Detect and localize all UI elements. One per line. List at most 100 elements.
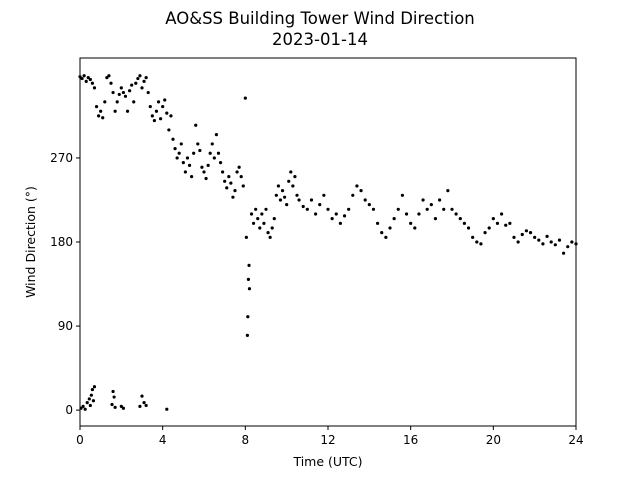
data-point (566, 245, 570, 249)
y-tick-label: 90 (58, 319, 73, 333)
data-point (179, 142, 183, 146)
data-point (246, 315, 250, 319)
data-point (244, 235, 248, 239)
data-point (258, 226, 262, 230)
data-point (367, 203, 371, 207)
data-point (570, 240, 574, 244)
data-point (175, 156, 179, 160)
data-point (446, 189, 450, 193)
data-point (206, 163, 210, 168)
data-point (237, 165, 241, 169)
data-point (520, 232, 524, 237)
data-point (136, 76, 140, 81)
plot-frame (79, 57, 577, 427)
data-point (101, 116, 105, 120)
y-axis-label: Wind Direction (°) (23, 186, 38, 298)
data-point (121, 406, 125, 410)
data-point (429, 203, 433, 207)
data-point (119, 86, 123, 90)
data-point (246, 277, 251, 281)
data-point (268, 235, 272, 239)
data-point (110, 402, 114, 407)
data-point (479, 242, 483, 246)
data-point (500, 212, 504, 216)
data-point (293, 175, 297, 179)
x-tick-label: 12 (320, 433, 335, 447)
data-point (233, 189, 237, 193)
data-point (125, 109, 130, 113)
data-point (537, 238, 541, 242)
data-point (363, 198, 367, 202)
data-point (359, 189, 363, 193)
data-point (574, 242, 578, 246)
data-point (86, 76, 90, 80)
data-point (466, 226, 471, 230)
data-point (83, 407, 87, 411)
data-point (88, 77, 92, 82)
x-tick-label: 20 (486, 433, 501, 447)
data-point (260, 212, 264, 216)
data-point (210, 142, 214, 146)
data-point (229, 181, 233, 185)
data-point (81, 404, 85, 408)
data-point (512, 235, 516, 239)
data-point (121, 90, 125, 95)
data-point (99, 109, 103, 113)
data-point (161, 104, 165, 109)
data-point (109, 81, 113, 85)
data-point (79, 406, 83, 410)
data-point (165, 111, 169, 115)
data-point (214, 132, 218, 137)
data-point (384, 235, 388, 239)
y-tick-label: 180 (50, 235, 73, 249)
data-point (557, 238, 562, 242)
data-point (167, 128, 171, 132)
data-point (309, 198, 314, 202)
data-point (409, 221, 413, 225)
data-point (295, 193, 299, 197)
data-point (272, 217, 276, 221)
data-point (144, 76, 148, 80)
data-point (287, 179, 291, 183)
data-point (280, 189, 285, 193)
data-point (314, 212, 318, 216)
data-point (301, 204, 305, 209)
data-point (516, 240, 520, 244)
data-point (285, 203, 289, 207)
data-point (117, 92, 121, 97)
data-point (274, 193, 278, 197)
data-point (89, 393, 93, 397)
data-point (276, 184, 280, 188)
data-point (138, 74, 142, 78)
data-point (200, 165, 204, 169)
data-point (322, 193, 326, 197)
data-point (225, 186, 229, 190)
data-point (247, 263, 251, 267)
data-point (330, 217, 334, 221)
data-point (113, 109, 117, 113)
data-point (82, 74, 86, 78)
data-point (413, 226, 417, 230)
data-point (111, 90, 115, 95)
data-point (528, 231, 533, 235)
data-point (146, 90, 150, 95)
data-point (491, 217, 495, 221)
data-point (223, 179, 227, 183)
data-point (504, 223, 508, 227)
data-point (169, 114, 173, 118)
data-point (221, 170, 225, 174)
data-point (181, 161, 185, 165)
data-point (231, 195, 235, 199)
data-point (243, 96, 247, 100)
data-point (142, 79, 146, 83)
data-point (278, 198, 283, 202)
data-point (425, 207, 429, 211)
data-point (338, 221, 342, 225)
data-point (123, 94, 128, 98)
data-point (187, 163, 192, 168)
data-point (462, 221, 466, 225)
data-point (388, 226, 392, 230)
data-point (541, 242, 545, 246)
data-point (524, 229, 529, 233)
